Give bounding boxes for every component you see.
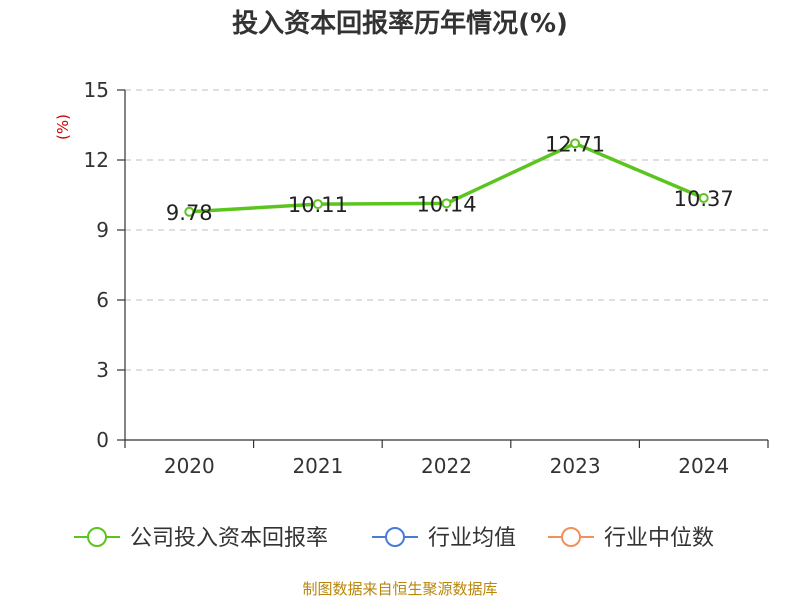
x-tick-label: 2024 (678, 454, 729, 478)
data-point[interactable] (441, 198, 452, 209)
legend-item[interactable]: 行业均值 (372, 526, 516, 551)
data-label: 12.71 (545, 132, 605, 156)
gridlines (125, 89, 768, 371)
data-label: 10.14 (416, 192, 476, 216)
data-point[interactable] (184, 206, 195, 217)
legend-label: 行业中位数 (604, 526, 714, 551)
x-tick-label: 2021 (292, 454, 343, 478)
data-label: 10.11 (288, 193, 348, 217)
y-axis-label: (%) (54, 114, 72, 140)
y-axis: 0 3 6 9 12 15 (84, 78, 126, 452)
legend-label: 公司投入资本回报率 (130, 526, 328, 551)
data-point[interactable] (570, 138, 581, 149)
series-line-group (184, 138, 709, 217)
y-tick-label: 9 (96, 218, 109, 242)
data-point[interactable] (698, 193, 709, 204)
legend-swatch-marker (87, 527, 107, 547)
x-axis: 2020 2021 2022 2023 2024 (124, 439, 769, 478)
legend-swatch-marker (561, 527, 581, 547)
legend[interactable]: 公司投入资本回报率 行业均值 行业中位数 (74, 526, 714, 551)
y-tick-label: 15 (84, 78, 109, 102)
data-label: 9.78 (166, 201, 213, 225)
x-tick-label: 2023 (550, 454, 601, 478)
y-tick-label: 0 (96, 428, 109, 452)
data-label: 10.37 (674, 187, 734, 211)
chart-title: 投入资本回报率历年情况(%) (232, 8, 568, 39)
legend-label: 行业均值 (428, 526, 516, 551)
x-tick-label: 2022 (421, 454, 472, 478)
y-tick-label: 12 (84, 148, 109, 172)
legend-item[interactable]: 公司投入资本回报率 (74, 526, 328, 551)
legend-item[interactable]: 行业中位数 (548, 526, 714, 551)
y-tick-label: 3 (96, 358, 109, 382)
legend-swatch-marker (385, 527, 405, 547)
x-tick-label: 2020 (164, 454, 215, 478)
data-point[interactable] (312, 199, 323, 210)
y-tick-label: 6 (96, 288, 109, 312)
data-labels: 9.78 10.11 10.14 12.71 10.37 (166, 132, 734, 224)
source-note: 制图数据来自恒生聚源数据库 (302, 580, 497, 598)
